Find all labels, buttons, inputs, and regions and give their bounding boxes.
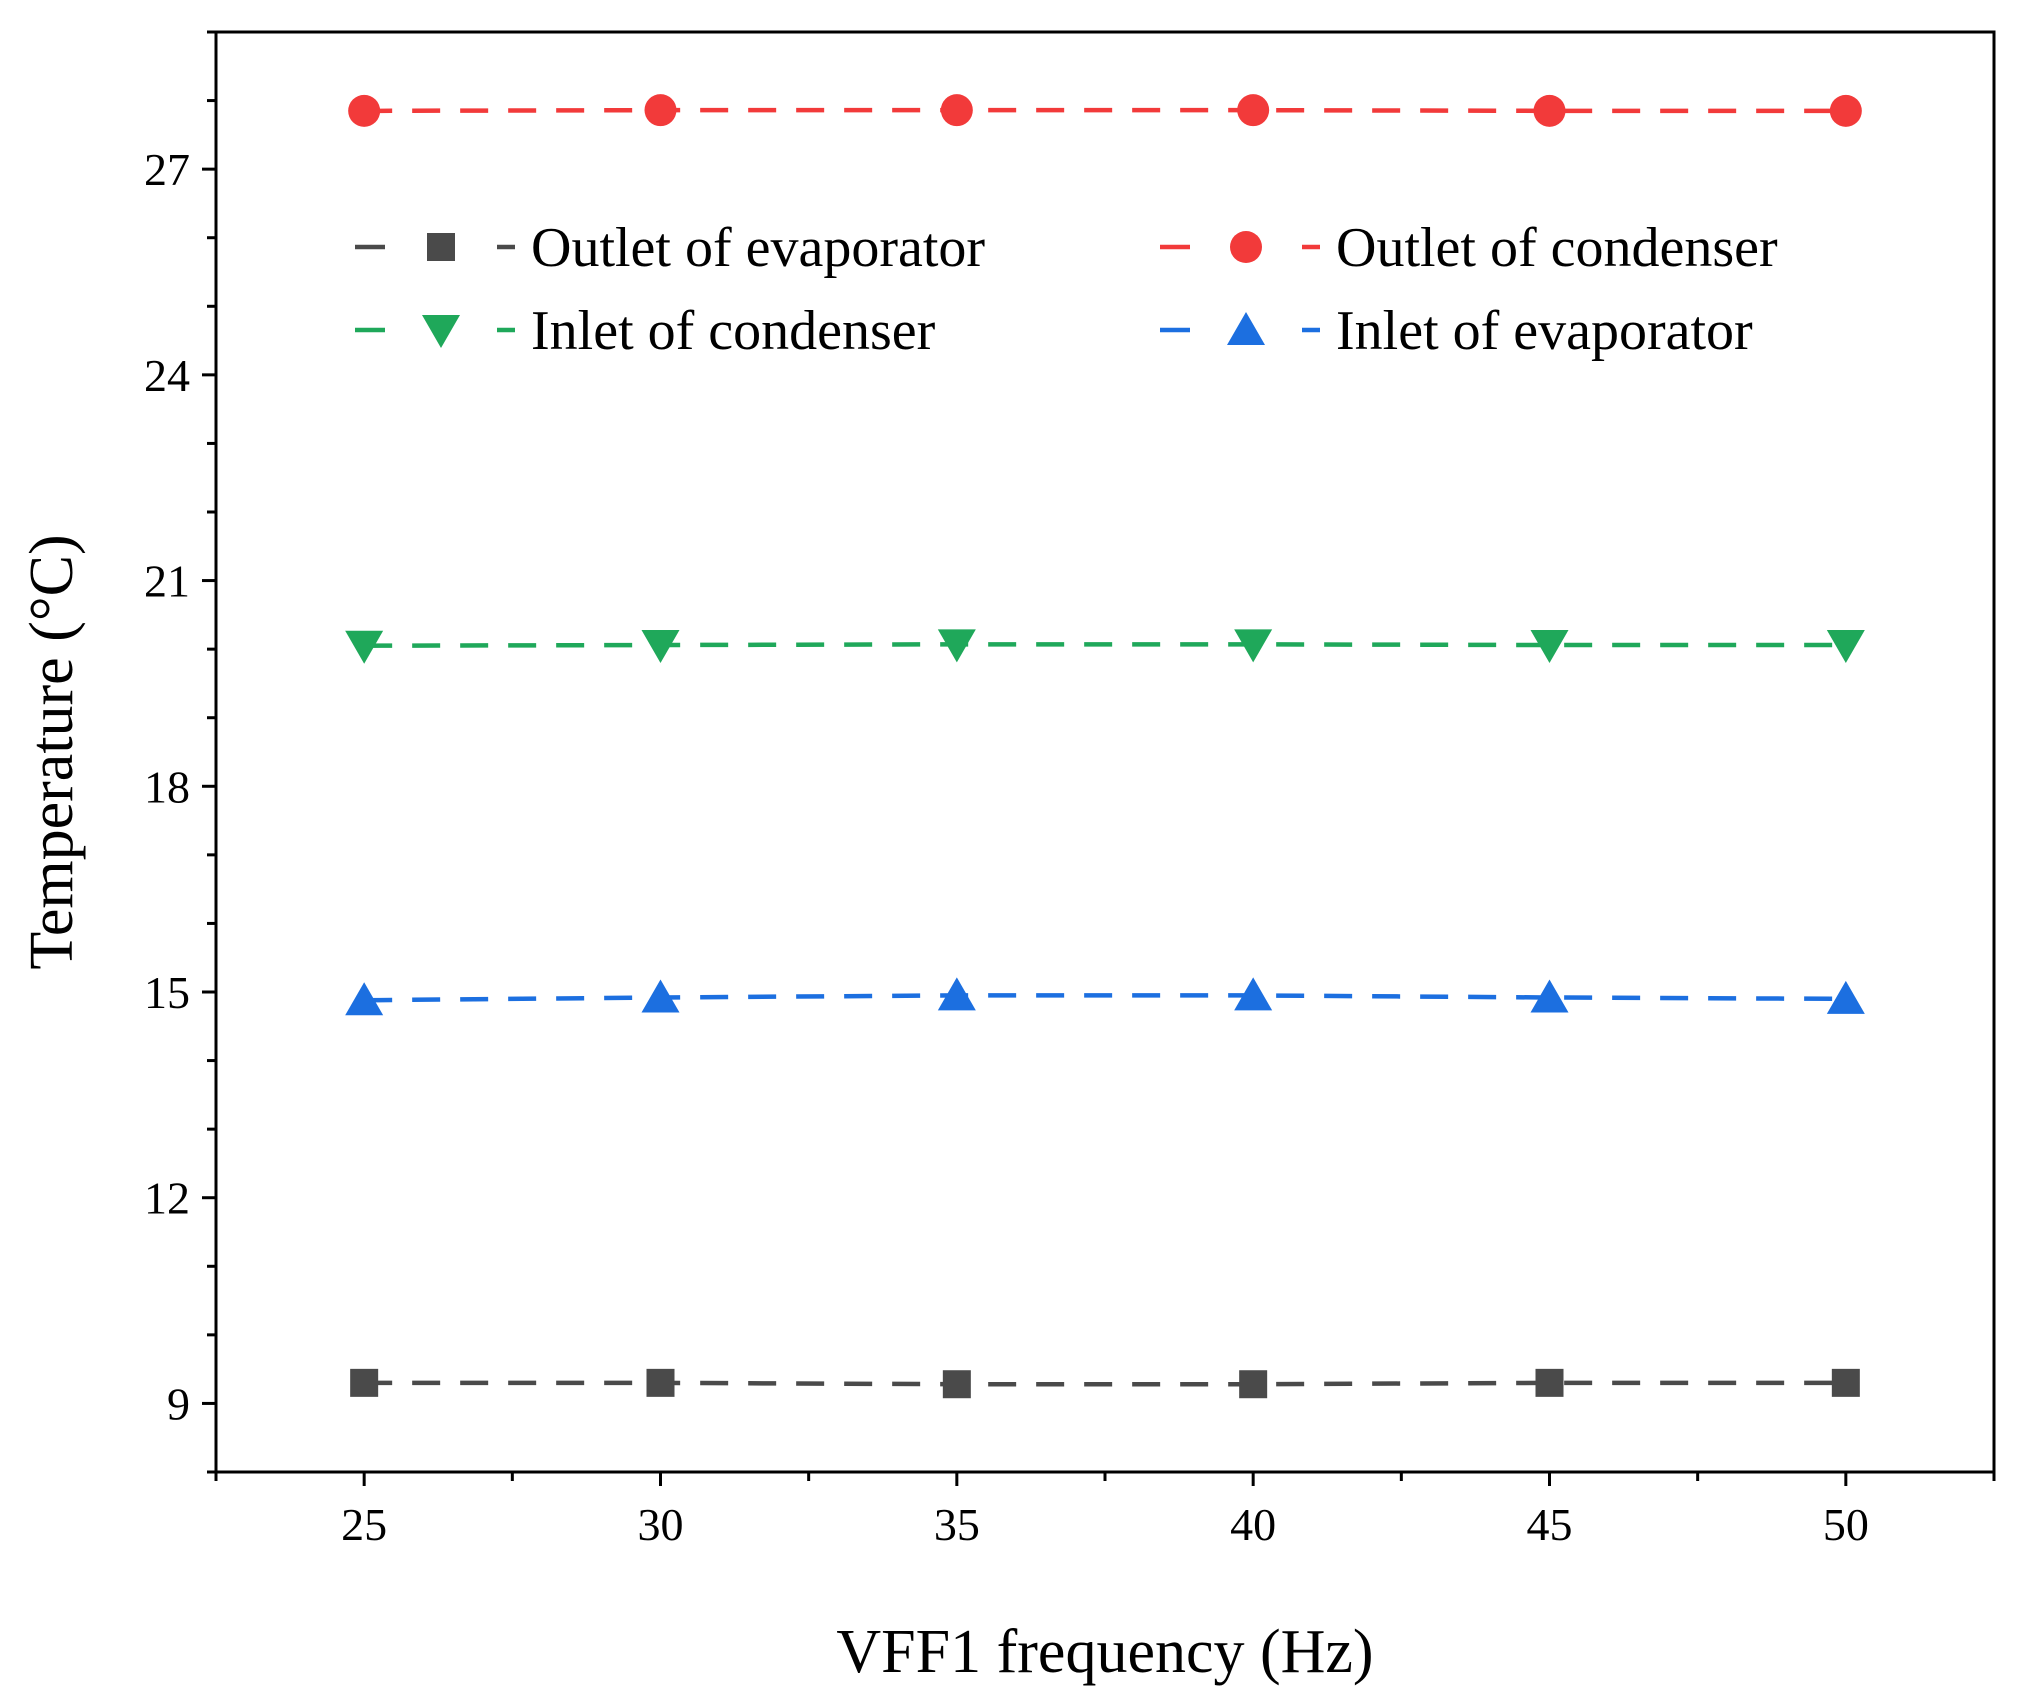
legend-item: Outlet of condenser: [1160, 217, 1778, 279]
data-point: [646, 1368, 675, 1397]
legend-item: Outlet of evaporator: [355, 217, 985, 279]
data-point: [641, 630, 680, 664]
legend: Outlet of evaporator Inlet of condenser Ou…: [355, 217, 1778, 362]
data-point: [942, 1370, 971, 1399]
data-point: [1530, 979, 1569, 1013]
data-point: [348, 94, 381, 127]
legend-marker: [422, 315, 460, 348]
y-tick-label: 18: [144, 761, 190, 812]
legend-label: Outlet of evaporator: [531, 217, 985, 279]
x-tick-label: 35: [934, 1499, 980, 1550]
series-inlet-of-condenser: [345, 629, 1865, 664]
series-layer: [345, 94, 1865, 1399]
series-outlet-of-evaporator: [350, 1368, 1860, 1399]
x-tick-label: 40: [1230, 1499, 1276, 1550]
series-line: [364, 107, 1846, 114]
data-point: [1234, 977, 1273, 1011]
data-point: [1831, 1368, 1860, 1397]
data-point: [1533, 94, 1566, 127]
data-point: [345, 982, 384, 1016]
y-tick-label: 24: [144, 350, 190, 401]
data-point: [1234, 629, 1273, 663]
data-point: [1535, 1368, 1564, 1397]
legend-item: Inlet of evaporator: [1160, 300, 1753, 362]
y-tick-label: 15: [144, 967, 190, 1018]
x-tick-label: 25: [341, 1499, 387, 1550]
data-point: [1826, 630, 1865, 664]
legend-label: Inlet of condenser: [531, 300, 936, 362]
x-axis-title: VFF1 frequency (Hz): [836, 1618, 1373, 1686]
y-tick-label: 12: [144, 1173, 190, 1224]
legend-marker: [427, 233, 455, 261]
data-point: [937, 629, 976, 663]
data-point: [641, 979, 680, 1013]
y-tick-label: 27: [144, 144, 190, 195]
data-point: [1826, 980, 1865, 1014]
data-point: [1530, 630, 1569, 664]
series-inlet-of-evaporator: [345, 977, 1865, 1016]
series-line: [364, 642, 1846, 648]
y-tick-label: 9: [167, 1378, 190, 1429]
data-point: [940, 94, 973, 127]
legend-marker: [1230, 231, 1262, 263]
legend-label: Outlet of condenser: [1336, 217, 1778, 279]
x-tick-label: 30: [638, 1499, 684, 1550]
data-point: [1829, 94, 1862, 127]
data-point: [644, 94, 677, 127]
y-axis: 9 12 15 18 21 24 27: [144, 30, 216, 1474]
y-axis-title: Temperature (°C): [18, 534, 86, 969]
series-outlet-of-condenser: [348, 94, 1862, 127]
x-tick-label: 50: [1823, 1499, 1869, 1550]
legend-marker: [1227, 312, 1265, 345]
x-axis: 25 30 35 40 45 50: [214, 1472, 1996, 1550]
data-point: [937, 977, 976, 1011]
data-point: [350, 1368, 379, 1397]
legend-item: Inlet of condenser: [355, 300, 936, 362]
x-tick-label: 45: [1527, 1499, 1573, 1550]
data-point: [345, 630, 384, 664]
data-point: [1239, 1370, 1268, 1399]
legend-label: Inlet of evaporator: [1336, 300, 1753, 362]
data-point: [1237, 94, 1270, 127]
series-line: [364, 1380, 1846, 1387]
y-tick-label: 21: [144, 556, 190, 607]
series-line: [364, 993, 1846, 1003]
